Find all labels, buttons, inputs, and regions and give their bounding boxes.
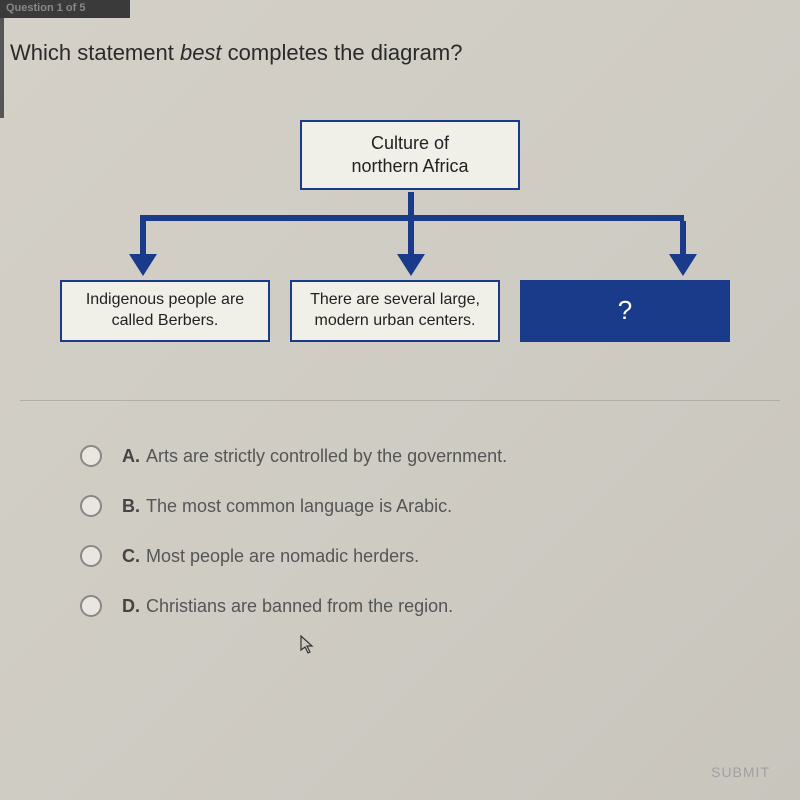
option-b[interactable]: B. The most common language is Arabic. <box>80 495 720 517</box>
diagram-child-3-unknown: ? <box>520 280 730 342</box>
diagram-child-1: Indigenous people are called Berbers. <box>60 280 270 342</box>
arrow-mid <box>397 254 425 276</box>
connector-v-mid <box>408 221 414 256</box>
connector-v-right <box>680 221 686 256</box>
diagram-child-2: There are several large, modern urban ce… <box>290 280 500 342</box>
connector-v-left <box>140 221 146 256</box>
question-prefix: Which statement <box>10 40 180 65</box>
option-d[interactable]: D. Christians are banned from the region… <box>80 595 720 617</box>
radio-a[interactable] <box>80 445 102 467</box>
diagram-container: Culture ofnorthern Africa Indigenous peo… <box>40 120 760 360</box>
submit-button[interactable]: SUBMIT <box>711 764 770 780</box>
divider <box>20 400 780 401</box>
arrow-left <box>129 254 157 276</box>
option-a-letter: A. <box>122 446 140 467</box>
question-italic: best <box>180 40 222 65</box>
connector-vertical-top <box>408 192 414 217</box>
option-b-text: The most common language is Arabic. <box>146 496 452 517</box>
radio-b[interactable] <box>80 495 102 517</box>
option-d-text: Christians are banned from the region. <box>146 596 453 617</box>
answer-options: A. Arts are strictly controlled by the g… <box>80 445 720 645</box>
left-border <box>0 18 4 118</box>
option-a-text: Arts are strictly controlled by the gove… <box>146 446 507 467</box>
option-c-letter: C. <box>122 546 140 567</box>
option-c[interactable]: C. Most people are nomadic herders. <box>80 545 720 567</box>
option-a[interactable]: A. Arts are strictly controlled by the g… <box>80 445 720 467</box>
question-prompt: Which statement best completes the diagr… <box>10 40 462 66</box>
question-counter: Question 1 of 5 <box>0 0 130 18</box>
diagram-root-node: Culture ofnorthern Africa <box>300 120 520 190</box>
question-suffix: completes the diagram? <box>222 40 463 65</box>
option-b-letter: B. <box>122 496 140 517</box>
radio-c[interactable] <box>80 545 102 567</box>
option-d-letter: D. <box>122 596 140 617</box>
option-c-text: Most people are nomadic herders. <box>146 546 419 567</box>
arrow-right <box>669 254 697 276</box>
radio-d[interactable] <box>80 595 102 617</box>
